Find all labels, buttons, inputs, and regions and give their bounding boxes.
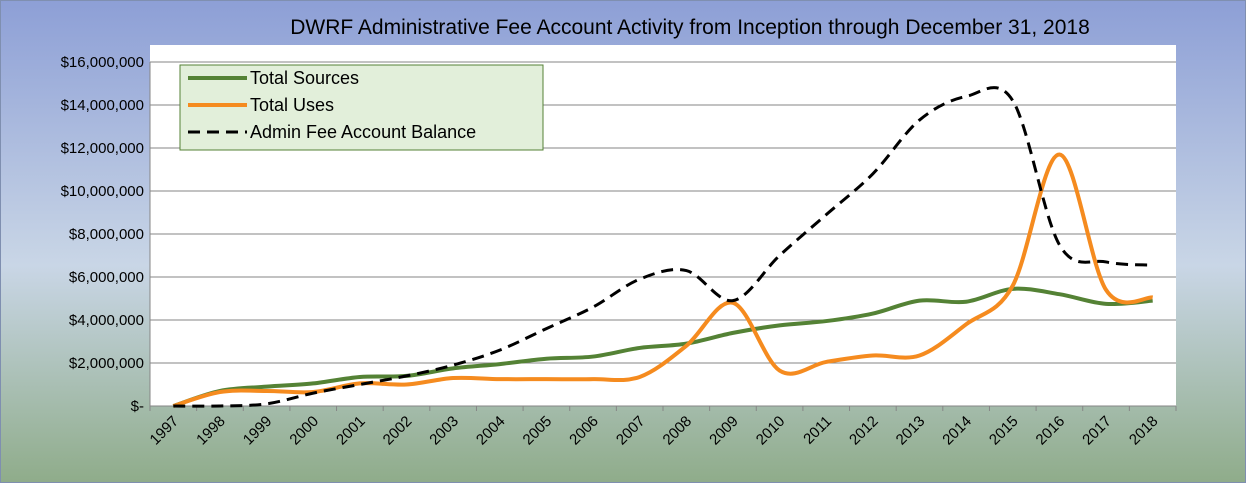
series-line xyxy=(172,286,1153,408)
y-tick-label: $4,000,000 xyxy=(69,312,144,329)
y-tick-label: $6,000,000 xyxy=(69,269,144,286)
series-line xyxy=(173,86,1153,408)
y-tick-label: $8,000,000 xyxy=(69,226,144,243)
y-tick-label: $- xyxy=(131,398,144,415)
y-tick-label: $2,000,000 xyxy=(69,355,144,372)
y-tick-label: $14,000,000 xyxy=(61,97,144,114)
legend-label: Admin Fee Account Balance xyxy=(250,122,476,142)
legend: Total Sources Total Uses Admin Fee Account… xyxy=(179,64,544,151)
legend-label: Total Sources xyxy=(250,68,359,88)
y-tick-label: $10,000,000 xyxy=(61,183,144,200)
legend-label: Total Uses xyxy=(250,95,334,115)
chart-title: DWRF Administrative Fee Account Activity… xyxy=(290,16,1090,39)
y-tick-label: $16,000,000 xyxy=(61,54,144,71)
y-tick-label: $12,000,000 xyxy=(61,140,144,157)
